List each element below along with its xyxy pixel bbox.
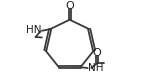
Text: O: O: [65, 1, 74, 11]
Text: NH: NH: [88, 63, 103, 73]
Text: O: O: [92, 48, 101, 58]
Text: HN: HN: [26, 25, 41, 35]
